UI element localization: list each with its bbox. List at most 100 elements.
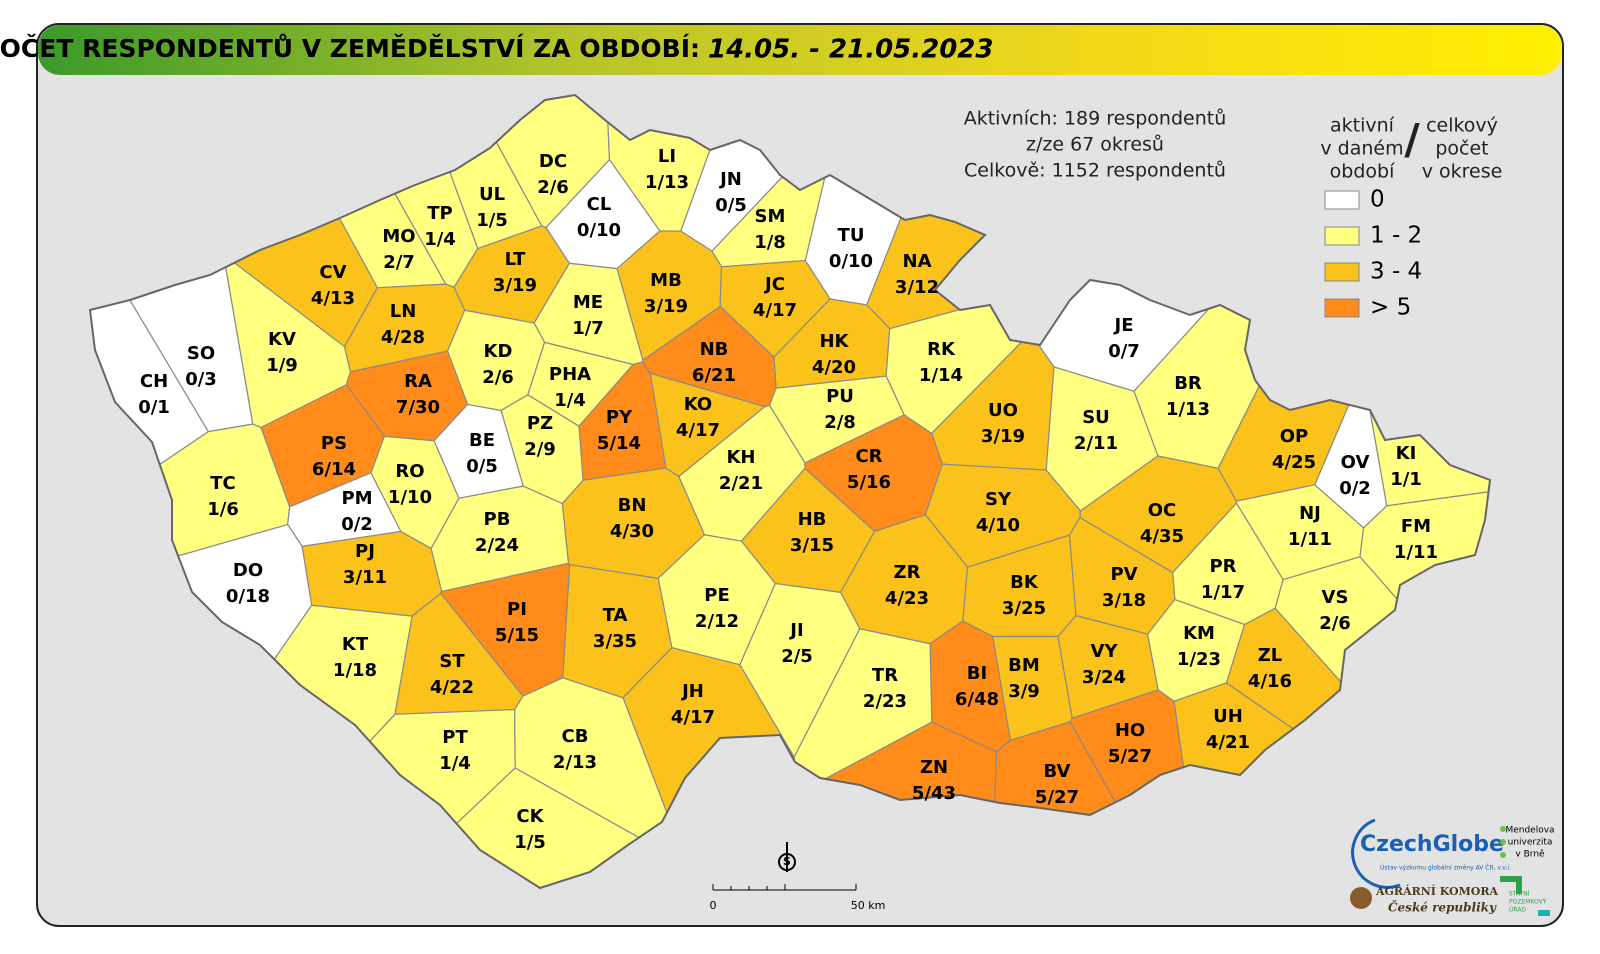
district-code: BM (1008, 655, 1040, 676)
legend: 0 1 - 2 3 - 4 > 5 (1324, 187, 1422, 321)
district-value: 2/11 (1074, 433, 1118, 454)
district-value: 4/16 (1248, 671, 1292, 692)
district-value: 2/9 (524, 439, 556, 460)
districts (88, 93, 1492, 890)
logo-agrarni: České republiky (1388, 899, 1497, 915)
district-code: JH (680, 681, 704, 702)
district-code: RA (404, 371, 432, 392)
district-code: TR (872, 665, 898, 686)
district-code: UO (988, 400, 1018, 421)
logo-spu: STÁTNÍ (1509, 891, 1530, 898)
district-code: PHA (549, 364, 591, 385)
district-value: 1/4 (554, 390, 586, 411)
district-value: 1/13 (1166, 399, 1210, 420)
district-code: KT (342, 634, 369, 655)
district-value: 3/9 (1008, 681, 1040, 702)
district-value: 3/15 (790, 535, 834, 556)
logo-mendel: v Brně (1515, 850, 1545, 860)
district-code: JI (788, 620, 803, 641)
district-code: KO (684, 394, 712, 415)
district-value: 4/13 (311, 288, 355, 309)
logo-agrarni: AGRÁRNÍ KOMORA (1375, 884, 1499, 898)
district-code: TP (427, 203, 452, 224)
district-code: BK (1010, 572, 1039, 593)
district-code: OP (1280, 426, 1309, 447)
district-value: 1/18 (333, 660, 377, 681)
district-code: VS (1322, 587, 1349, 608)
district-code: RO (395, 461, 424, 482)
district-value: 3/19 (981, 426, 1025, 447)
district-value: 1/5 (514, 832, 546, 853)
title: POČET RESPONDENTŮ V ZEMĚDĚLSTVÍ ZA OBDOB… (0, 33, 700, 63)
district-value: 4/35 (1140, 526, 1184, 547)
district-value: 4/17 (671, 707, 715, 728)
district-code: SM (755, 206, 786, 227)
district-code: HO (1115, 720, 1145, 741)
district-value: 2/24 (475, 535, 519, 556)
north-arrow: S (778, 842, 796, 872)
district-code: CB (562, 726, 589, 747)
district-code: JE (1113, 315, 1134, 336)
district-value: 5/14 (597, 433, 641, 454)
district-value: 0/10 (577, 220, 621, 241)
district-code: LT (505, 249, 526, 270)
legend-header: aktivní (1330, 115, 1395, 137)
district-code: PM (341, 488, 372, 509)
district-value: 6/48 (955, 689, 999, 710)
district-code: BR (1174, 373, 1202, 394)
district-value: 0/7 (1108, 341, 1140, 362)
district-value: 3/24 (1082, 667, 1126, 688)
district-code: ME (573, 292, 603, 313)
district-code: FM (1401, 516, 1431, 537)
legend-swatch (1324, 226, 1360, 246)
district-code: NJ (1299, 503, 1321, 524)
district-value: 5/27 (1035, 787, 1079, 808)
summary-line: Aktivních: 189 respondentů (964, 108, 1227, 130)
district-value: 2/23 (863, 691, 907, 712)
district-code: CV (319, 262, 346, 283)
logo-czechglobe-sub: Ústav výzkumu globální změny AV ČR, v.v.… (1380, 865, 1511, 872)
district-value: 2/5 (781, 646, 813, 667)
district-code: CR (855, 446, 882, 467)
district-code: TA (603, 605, 628, 626)
district-value: 1/7 (572, 318, 604, 339)
summary-line: Celkově: 1152 respondentů (964, 160, 1226, 182)
legend-swatch (1324, 262, 1360, 282)
district-value: 4/21 (1206, 732, 1250, 753)
district-code: SY (985, 489, 1012, 510)
district-value: 0/2 (341, 514, 373, 535)
country-outline (88, 93, 1492, 890)
logo-spu: POZEMKOVÝ (1509, 899, 1547, 906)
district-value: 0/10 (829, 251, 873, 272)
district-code: PR (1209, 556, 1236, 577)
scale-label: 0 (710, 899, 717, 912)
period: 14.05. - 21.05.2023 (708, 35, 994, 65)
district-value: 1/14 (919, 365, 963, 386)
district-code: KH (726, 447, 755, 468)
district-value: 1/11 (1394, 542, 1438, 563)
district-value: 2/8 (824, 412, 856, 433)
legend-swatch (1324, 298, 1360, 318)
district-code: LI (658, 146, 676, 167)
district-value: 3/19 (644, 296, 688, 317)
district-value: 1/13 (645, 172, 689, 193)
legend-swatch (1324, 190, 1360, 210)
district-value: 3/35 (593, 631, 637, 652)
district-value: 2/21 (719, 473, 763, 494)
district-value: 1/11 (1288, 529, 1332, 550)
district-code: PZ (527, 413, 553, 434)
district-code: CH (140, 371, 168, 392)
district-code: MO (382, 226, 415, 247)
district-value: 3/25 (1002, 598, 1046, 619)
district-code: JN (718, 169, 742, 190)
district-code: PI (507, 599, 527, 620)
district-value: 5/15 (495, 625, 539, 646)
district-value: 2/12 (695, 611, 739, 632)
district-value: 5/27 (1108, 746, 1152, 767)
district-value: 1/8 (754, 232, 786, 253)
district-code: TU (838, 225, 865, 246)
district-code: RK (927, 339, 956, 360)
